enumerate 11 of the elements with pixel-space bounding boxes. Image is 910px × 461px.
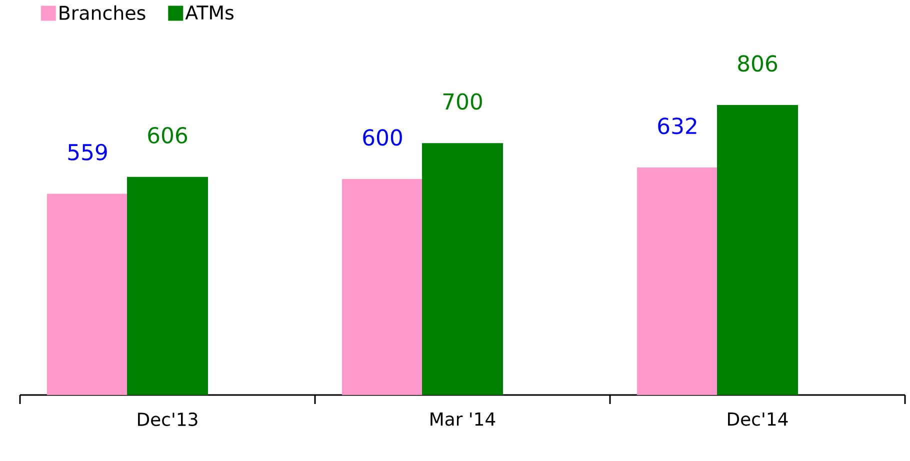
data-label: 559 <box>68 144 107 160</box>
data-label: 606 <box>148 126 188 144</box>
x-tick-label: Dec'13 <box>138 412 198 426</box>
data-label: 700 <box>443 93 482 110</box>
data-label: 632 <box>658 118 696 134</box>
legend-label: Branches <box>60 5 146 20</box>
x-tick-label: Mar '14 <box>430 412 496 426</box>
data-label: 806 <box>738 55 778 72</box>
x-tick-label: Dec'14 <box>728 412 788 426</box>
legend-label: ATMs <box>185 6 234 20</box>
data-label: 600 <box>363 129 402 146</box>
